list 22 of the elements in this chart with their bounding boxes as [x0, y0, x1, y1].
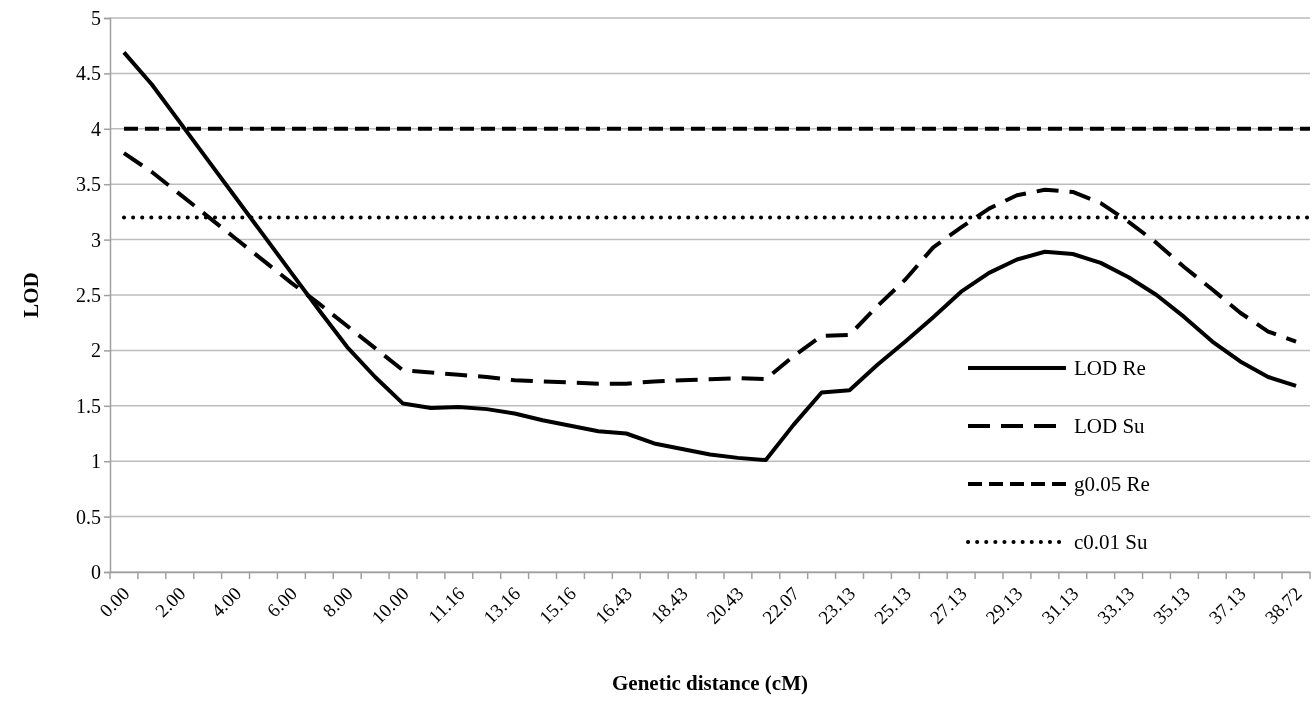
legend-label: c0.01 Su [1074, 530, 1148, 555]
y-tick-label: 3 [91, 228, 101, 251]
x-tick-label: 4.00 [206, 582, 246, 622]
x-axis-title: Genetic distance (cM) [612, 671, 808, 695]
y-tick-label: 1.5 [76, 394, 101, 417]
y-tick-label: 2 [91, 339, 101, 362]
x-tick-label: 2.00 [151, 582, 190, 622]
y-tick-label: 4 [91, 117, 101, 140]
y-tick-label: 5 [91, 6, 101, 29]
legend-label: LOD Re [1074, 356, 1146, 381]
y-tick-label: 1 [91, 450, 101, 473]
y-tick-label: 4.5 [76, 62, 101, 85]
x-tick-label: 0.00 [95, 582, 134, 622]
y-tick-label: 0 [91, 560, 101, 583]
y-tick-label: 0.5 [76, 505, 101, 528]
y-tick-label: 2.5 [76, 283, 101, 306]
y-tick-label: 3.5 [76, 173, 101, 196]
legend-label: g0.05 Re [1074, 472, 1150, 497]
legend-label: LOD Su [1074, 414, 1146, 439]
x-tick-label: 8.00 [318, 582, 357, 622]
x-tick-label: 6.00 [262, 582, 302, 622]
y-axis-title: LOD [19, 272, 43, 318]
